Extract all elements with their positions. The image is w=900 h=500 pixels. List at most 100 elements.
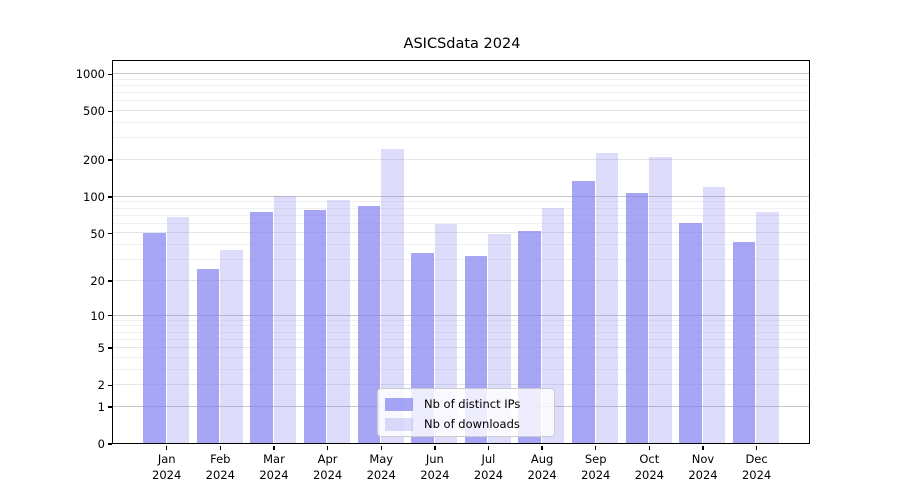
bar-downloads-sep xyxy=(595,153,619,444)
x-axis-label-nov: Nov 2024 xyxy=(688,452,718,482)
y-tick-2 xyxy=(108,384,113,386)
y-axis-label-1000: 1000 xyxy=(75,67,105,82)
y-axis-label-10: 10 xyxy=(90,308,105,323)
x-tick-jun xyxy=(434,445,436,450)
bar-downloads-feb xyxy=(220,250,243,444)
grid-line-minor-4 xyxy=(113,356,810,358)
grid-line-minor-400 xyxy=(113,122,810,124)
x-axis-label-jul: Jul 2024 xyxy=(473,452,504,482)
grid-line-500 xyxy=(113,110,810,112)
y-tick-500 xyxy=(108,110,113,112)
y-axis-label-0: 0 xyxy=(97,437,105,451)
x-tick-aug xyxy=(541,445,543,450)
y-tick-1000 xyxy=(108,73,113,75)
x-axis-label-dec: Dec 2024 xyxy=(741,452,772,482)
plot-area xyxy=(112,60,811,445)
y-tick-200 xyxy=(108,159,113,161)
x-axis-label-aug: Aug 2024 xyxy=(527,452,557,482)
y-tick-0 xyxy=(108,443,113,445)
y-axis-label-500: 500 xyxy=(83,104,105,119)
legend: Nb of distinct IPs Nb of downloads xyxy=(377,388,555,437)
bar-distinct-ips-oct xyxy=(625,193,649,444)
legend-item-downloads: Nb of downloads xyxy=(385,414,554,434)
grid-line-minor-300 xyxy=(113,137,810,139)
x-tick-nov xyxy=(702,445,704,450)
x-tick-mar xyxy=(273,445,275,450)
legend-swatch-downloads xyxy=(385,417,413,431)
grid-line-minor-70 xyxy=(113,214,810,216)
grid-line-minor-800 xyxy=(113,85,810,87)
x-tick-apr xyxy=(326,445,329,450)
grid-line-minor-90 xyxy=(113,201,810,203)
bar-downloads-may xyxy=(381,148,404,444)
bar-distinct-ips-dec xyxy=(732,242,756,444)
bar-downloads-mar xyxy=(273,196,297,444)
bar-downloads-oct xyxy=(649,156,672,444)
y-axis-label-1: 1 xyxy=(97,399,105,414)
bar-downloads-dec xyxy=(756,211,779,444)
legend-item-distinct-ips: Nb of distinct IPs xyxy=(385,394,554,414)
x-axis-label-sep: Sep 2024 xyxy=(581,452,611,482)
bar-downloads-apr xyxy=(327,199,350,444)
grid-line-minor-7 xyxy=(113,331,810,333)
grid-line-5 xyxy=(113,347,810,348)
y-tick-10 xyxy=(108,314,113,317)
bar-distinct-ips-apr xyxy=(303,209,327,444)
chart-title: ASICSdata 2024 xyxy=(403,36,521,52)
grid-line-minor-8 xyxy=(113,325,810,327)
grid-line-minor-600 xyxy=(113,100,810,102)
grid-line-10 xyxy=(113,314,810,316)
grid-line-minor-30 xyxy=(113,259,810,261)
bar-distinct-ips-jan xyxy=(143,232,166,444)
y-tick-1 xyxy=(108,406,113,408)
x-tick-jul xyxy=(487,445,490,450)
y-axis-label-100: 100 xyxy=(83,190,105,205)
bar-downloads-jan xyxy=(166,216,190,444)
x-axis-label-oct: Oct 2024 xyxy=(634,452,664,482)
bar-distinct-ips-may xyxy=(357,205,381,444)
bar-distinct-ips-mar xyxy=(250,212,273,444)
grid-line-minor-6 xyxy=(113,338,810,340)
x-axis-label-jan: Jan 2024 xyxy=(152,452,182,482)
grid-line-minor-60 xyxy=(113,222,810,224)
x-tick-may xyxy=(380,445,382,450)
x-tick-sep xyxy=(595,445,597,450)
y-tick-5 xyxy=(108,347,113,349)
grid-line-minor-3 xyxy=(113,368,810,370)
bar-distinct-ips-sep xyxy=(572,181,595,444)
grid-line-20 xyxy=(113,279,810,281)
x-tick-jan xyxy=(166,445,168,450)
legend-swatch-distinct-ips xyxy=(385,397,413,411)
x-tick-dec xyxy=(755,445,758,450)
y-axis-label-20: 20 xyxy=(90,274,105,289)
y-axis-label-200: 200 xyxy=(83,153,105,168)
x-axis-label-jun: Jun 2024 xyxy=(420,452,450,482)
grid-line-minor-900 xyxy=(113,78,810,80)
grid-line-minor-9 xyxy=(113,319,810,321)
y-axis-label-50: 50 xyxy=(90,226,105,241)
x-axis-label-may: May 2024 xyxy=(366,452,396,482)
y-axis-label-5: 5 xyxy=(97,341,105,356)
x-axis-label-feb: Feb 2024 xyxy=(205,452,235,482)
bar-downloads-nov xyxy=(702,187,726,444)
grid-line-minor-700 xyxy=(113,92,810,94)
bar-downloads-aug xyxy=(541,208,565,444)
x-tick-oct xyxy=(648,445,651,450)
legend-label-downloads: Nb of downloads xyxy=(424,417,520,431)
bar-distinct-ips-feb xyxy=(196,269,220,444)
grid-line-100 xyxy=(113,195,810,197)
bar-distinct-ips-nov xyxy=(679,223,702,444)
legend-label-distinct-ips: Nb of distinct IPs xyxy=(424,397,521,411)
x-tick-feb xyxy=(219,445,222,450)
grid-line-50 xyxy=(113,232,810,234)
grid-line-2 xyxy=(113,384,810,386)
grid-line-minor-40 xyxy=(113,244,810,246)
grid-line-1000 xyxy=(113,73,810,75)
y-tick-20 xyxy=(108,280,113,282)
y-axis-label-2: 2 xyxy=(97,378,105,393)
y-tick-100 xyxy=(108,196,113,198)
grid-line-200 xyxy=(113,159,810,161)
y-tick-50 xyxy=(108,232,113,235)
x-axis-label-apr: Apr 2024 xyxy=(312,452,343,482)
